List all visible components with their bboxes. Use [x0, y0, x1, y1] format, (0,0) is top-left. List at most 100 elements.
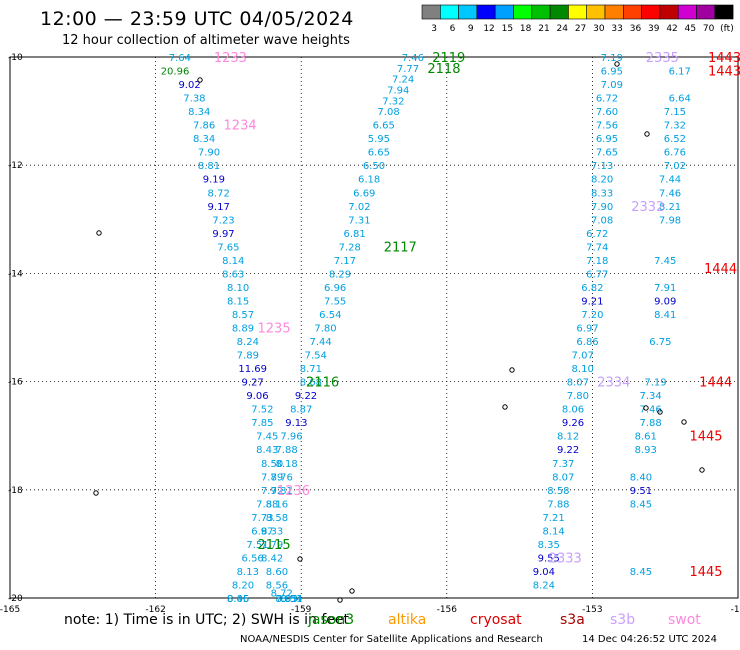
pass-number-label: 1445: [689, 565, 722, 580]
wave-height-value-swot: 7.92: [261, 486, 283, 497]
y-tick-label: -14: [8, 269, 23, 279]
legend-satellite-swot: swot: [668, 612, 701, 628]
color-scale-label: 12: [483, 24, 494, 34]
y-tick-label: -20: [8, 594, 23, 604]
wave-height-value-cryosat: 6.64: [669, 94, 691, 105]
wave-height-value-swot: 7.52: [251, 405, 273, 416]
wave-height-value-s3b: 8.35: [538, 540, 560, 551]
pass-number-label: 2115: [258, 538, 291, 553]
wave-height-value-s3b: 7.80: [567, 391, 589, 402]
pass-number-label: 2119: [432, 51, 465, 66]
wave-height-value-swot: 8.63: [222, 269, 244, 280]
wave-height-value-swot: 7.64: [169, 53, 191, 64]
wave-height-value-s3b: 9.55: [538, 553, 560, 564]
pass-number-label: 1443: [708, 51, 740, 66]
wave-height-value-swot: 6.97: [251, 526, 273, 537]
color-scale-label: 24: [557, 24, 569, 34]
footer-timestamp: 14 Dec 04:26:52 UTC 2024: [582, 634, 717, 645]
wave-height-value-s3b: 8.14: [542, 526, 564, 537]
wave-height-value-swot: 7.86: [193, 121, 215, 132]
wave-height-value-jason3: 7.44: [309, 337, 331, 348]
wave-height-value-jason3: 8.71: [300, 364, 322, 375]
wave-height-value-swot: 8.13: [237, 567, 259, 578]
wave-height-value-s3b: 8.24: [533, 580, 555, 591]
y-tick-label: -16: [8, 378, 23, 388]
wave-height-value-s3b: 6.86: [576, 337, 598, 348]
pass-number-label: 1236: [277, 484, 310, 499]
wave-height-value-swot: 8.57: [232, 310, 254, 321]
wave-height-value-s3b: 7.20: [581, 310, 603, 321]
wave-height-value-jason3: 7.96: [280, 432, 302, 443]
island-outline: [502, 404, 508, 410]
wave-height-value-cryosat: 7.44: [659, 175, 681, 186]
wave-height-value-s3b: 6.95: [601, 67, 623, 78]
wave-height-value-cryosat: 7.32: [664, 121, 686, 132]
wave-height-value-swot: 7.90: [198, 148, 220, 159]
wave-height-value-swot: 6.56: [242, 553, 264, 564]
y-tick-label: -18: [8, 486, 23, 496]
wave-height-value-cryosat: 7.19: [644, 378, 666, 389]
pass-number-label: 1233: [214, 51, 247, 66]
wave-height-value-jason3: 8.58: [266, 513, 288, 524]
wave-height-value-cryosat: 7.98: [659, 215, 681, 226]
color-scale-legend: 3 6 9 12 15 18 21 24 27 30 33 36 39 42 45 70 (ft): [421, 4, 734, 34]
wave-height-value-swot: 8.50: [261, 459, 283, 470]
color-scale-label: 3: [431, 24, 437, 34]
wave-height-value-jason3: 8.68: [300, 378, 322, 389]
x-tick-label: -153: [582, 605, 602, 615]
wave-height-value-swot: 8.14: [222, 256, 244, 267]
wave-height-value-swot: 8.10: [227, 283, 249, 294]
island-outline: [643, 405, 649, 411]
wave-height-value-s3b: 7.74: [586, 242, 608, 253]
wave-height-value-cryosat: 6.75: [649, 337, 671, 348]
wave-height-value-s3b: 7.13: [591, 161, 613, 172]
footer: NOAA/NESDIS Center for Satellite Applica…: [0, 634, 740, 650]
wave-height-value-jason3: 8.16: [266, 499, 288, 510]
wave-height-value-s3b: 8.10: [572, 364, 594, 375]
wave-height-value-cryosat: 6.76: [664, 148, 686, 159]
wave-height-value-jason3: 7.17: [334, 256, 356, 267]
pass-number-label: 1444: [704, 262, 737, 277]
y-tick-label: -10: [8, 53, 23, 63]
legend-satellite-altika: altika: [388, 612, 427, 628]
wave-height-value-s3b: 7.07: [572, 351, 594, 362]
wave-height-value-jason3: 6.65: [368, 148, 390, 159]
wave-height-value-swot: 7.38: [183, 94, 205, 105]
wave-height-value-jason3: 7.31: [348, 215, 370, 226]
wave-height-value-jason3: 8.18: [276, 459, 298, 470]
page-subtitle: 12 hour collection of altimeter wave hei…: [62, 33, 350, 48]
wave-height-value-swot: 7.23: [212, 215, 234, 226]
pass-number-label: 1444: [699, 376, 732, 391]
pass-number-label: 2334: [597, 376, 630, 391]
wave-height-value-jason3: 8.54: [280, 594, 302, 605]
wave-height-value-cryosat: 8.40: [630, 472, 652, 483]
wave-height-value-s3b: 7.90: [591, 202, 613, 213]
wave-height-value-s3b: 7.18: [586, 256, 608, 267]
wave-height-value-swot: 8.89: [232, 324, 254, 335]
island-outline: [657, 409, 663, 415]
wave-height-value-cryosat: 8.21: [659, 202, 681, 213]
pass-number-label: 1443: [708, 65, 740, 80]
wave-height-value-swot: 20.96: [161, 67, 190, 78]
wave-height-value-jason3: 7.24: [392, 75, 414, 86]
color-scale-label: 42: [666, 24, 677, 34]
wave-height-value-s3b: 7.08: [591, 215, 613, 226]
wave-height-value-s3b: 7.56: [596, 121, 618, 132]
color-scale-label: 33: [611, 24, 622, 34]
x-tick-label: -162: [145, 605, 165, 615]
color-scale-label: 27: [575, 24, 586, 34]
wave-height-value-cryosat: 7.46: [640, 405, 662, 416]
wave-height-value-s3b: 6.95: [596, 134, 618, 145]
color-scale-label: 70: [703, 24, 715, 34]
wave-height-value-jason3: 8.05: [276, 594, 298, 605]
wave-height-value-s3b: 7.65: [596, 148, 618, 159]
wave-height-value-swot: 8.46: [227, 594, 249, 605]
wave-height-value-cryosat: 9.09: [654, 296, 676, 307]
island-outline: [349, 588, 355, 594]
y-tick-label: -12: [8, 161, 23, 171]
note-row: note: 1) Time is in UTC; 2) SWH is in fe…: [0, 612, 740, 632]
pass-number-label: 1234: [224, 119, 257, 134]
wave-height-value-jason3: 7.55: [324, 296, 346, 307]
wave-height-value-cryosat: 7.46: [659, 188, 681, 199]
wave-height-value-swot: 9.97: [212, 229, 234, 240]
